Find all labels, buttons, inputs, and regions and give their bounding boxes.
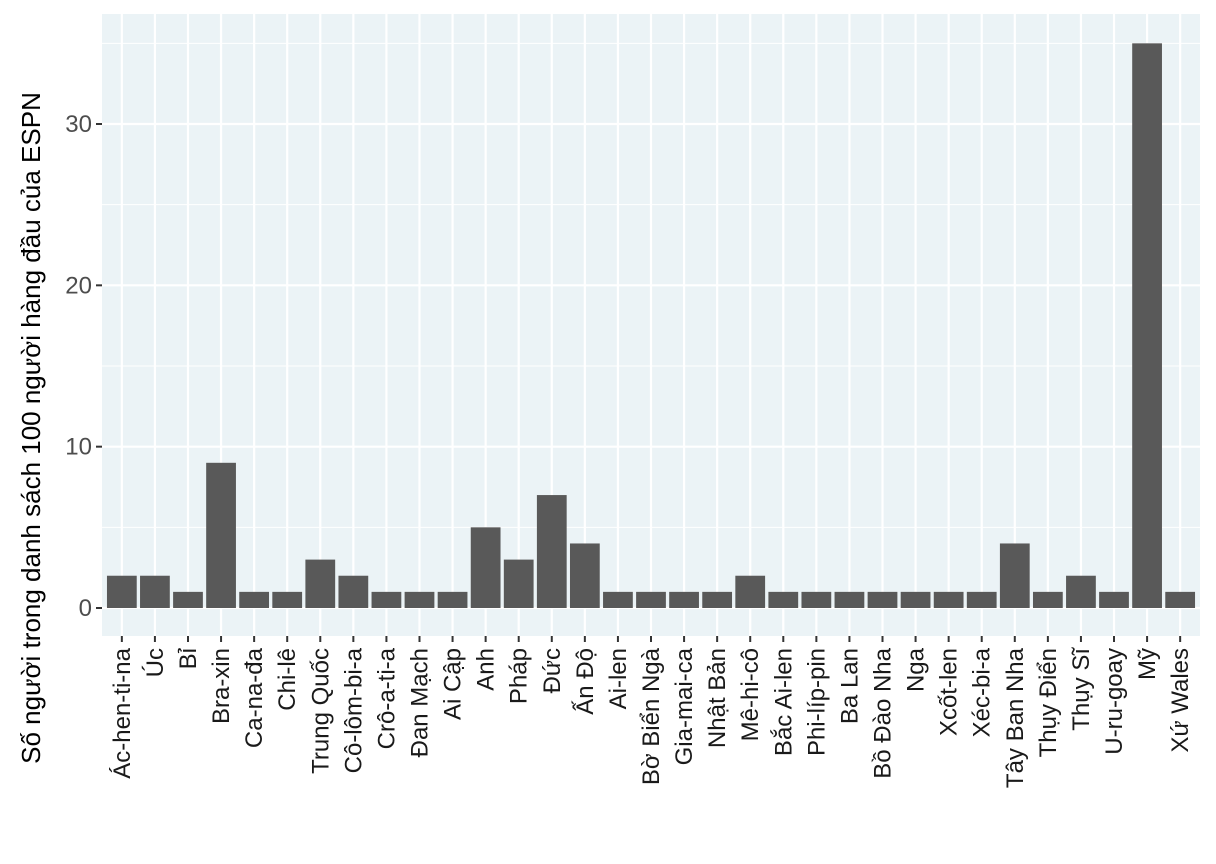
bar [669,591,699,608]
x-tick-label: Bờ Biển Ngà [638,647,665,785]
bar [371,591,402,608]
bar [437,591,468,608]
bar [933,591,964,608]
bar [305,559,336,608]
y-axis-title: Số người trong danh sách 100 người hàng … [16,92,46,764]
x-tick-label: Tây Ban Nha [1002,647,1029,788]
bar [503,559,534,608]
x-tick-label: Bra-xin [208,648,235,724]
x-tick-label: Úc [142,648,169,677]
x-tick-label: Trung Quốc [307,648,334,774]
y-tick-label: 20 [65,272,92,299]
x-tick-label: Xcốt-len [936,648,963,736]
bar [702,591,733,608]
bar [206,462,236,608]
x-tick-label: Bắc Ai-len [770,648,797,756]
x-tick-label: Nhật Bản [704,648,731,748]
y-tick-label: 10 [65,434,92,461]
y-tick-label: 30 [65,111,92,138]
bar [569,543,600,608]
x-tick-label: Xứ Wales [1167,648,1194,753]
bar [735,575,766,608]
bar [470,527,501,608]
x-tick-label: Bỉ [175,647,202,669]
x-tick-label: Ai Cập [440,648,467,720]
x-tick-label: Thụy Sĩ [1068,647,1095,731]
x-tick-label: Ác-hen-ti-na [109,647,136,778]
x-tick-label: Thụy Điển [1035,648,1062,757]
x-axis: Ác-hen-ti-na Úc Bỉ Bra-xin Ca-na-đa Chi-lê Tru… [109,636,1194,788]
bar [801,591,832,608]
bar [536,495,567,608]
x-tick-label: Anh [473,648,500,691]
x-tick-label: Phi-líp-pin [803,648,830,756]
bar [1066,575,1096,608]
bar [404,591,435,608]
bar [338,575,369,608]
x-tick-label: Mỹ [1134,648,1161,680]
bar [173,591,203,608]
y-tick-label: 0 [79,595,92,622]
x-tick-label: Nga [903,647,930,692]
bar [1032,591,1063,608]
x-tick-label: Ba Lan [836,648,863,724]
x-tick-label: Gia-mai-ca [671,647,698,765]
x-tick-label: Bồ Đào Nha [870,647,897,778]
x-tick-label: Chi-lê [274,648,301,711]
y-axis: 0 10 20 30 [65,111,102,622]
bar [636,591,666,608]
x-tick-label: Crô-a-ti-a [373,647,400,749]
bar [603,591,633,608]
bars [106,43,1196,609]
bar [1132,43,1162,609]
x-tick-label: Ai-len [605,648,632,709]
bar [272,591,303,608]
bar [834,591,865,608]
x-tick-label: U-ru-goay [1101,648,1128,755]
bar [867,591,898,608]
x-tick-label: Mê-hi-cô [737,648,764,741]
x-tick-label: Pháp [506,648,533,704]
bar [900,591,931,608]
x-tick-label: Đan Mạch [406,648,433,757]
x-tick-label: Xéc-bi-a [969,647,996,737]
bar [1165,591,1196,608]
x-tick-label: Cô-lôm-bi-a [340,647,367,773]
bar [1099,591,1129,608]
x-tick-label: Ấn Độ [571,648,599,715]
bar [140,575,170,608]
bar [106,575,137,608]
x-tick-label: Đức [539,648,566,693]
bar [999,543,1030,608]
bar [768,591,799,608]
bar [966,591,997,608]
x-tick-label: Ca-na-đa [241,647,268,748]
bar [239,591,270,608]
